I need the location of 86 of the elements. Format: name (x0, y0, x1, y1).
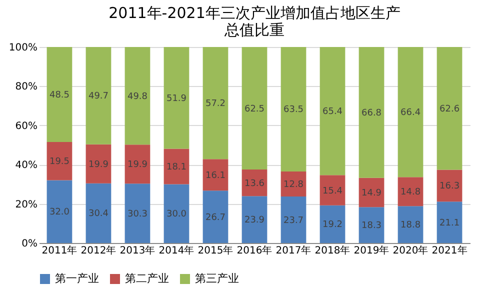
y-tick-label: 100% (8, 42, 38, 54)
bar (164, 184, 190, 243)
bar (86, 47, 112, 144)
data-label: 48.5 (49, 90, 70, 101)
bar (86, 183, 112, 243)
bar (398, 47, 424, 178)
data-label: 32.0 (49, 208, 70, 218)
bar (320, 47, 346, 176)
bar (242, 170, 268, 196)
chart-title: 2011年-2021年三次产业增加值占地区生产总值比重 (108, 4, 400, 39)
x-tick-label: 2021年 (432, 244, 468, 256)
bar (86, 144, 112, 184)
data-label: 15.4 (322, 186, 343, 196)
bar (46, 47, 72, 142)
data-label: 57.2 (205, 99, 226, 110)
data-label: 51.9 (166, 94, 187, 104)
data-label: 18.1 (166, 162, 187, 172)
bar (436, 170, 462, 202)
data-label: 13.6 (244, 178, 265, 189)
data-label: 18.8 (400, 220, 421, 231)
x-tick-label: 2011年 (42, 244, 78, 256)
y-tick-label: 80% (15, 82, 38, 93)
bar (320, 175, 346, 206)
y-tick-label: 0% (22, 238, 38, 250)
bar (124, 184, 150, 243)
data-label: 19.9 (88, 160, 109, 170)
data-label: 14.9 (361, 188, 382, 199)
data-label: 63.5 (283, 105, 304, 116)
bar (280, 196, 306, 243)
data-label: 23.9 (244, 216, 265, 226)
data-label: 19.9 (127, 160, 148, 170)
bar (164, 47, 190, 149)
x-tick-label: 2015年 (198, 244, 234, 256)
x-tick-label: 2018年 (314, 244, 350, 256)
data-label: 30.4 (88, 209, 109, 220)
data-label: 26.7 (205, 212, 226, 223)
bar (398, 206, 424, 243)
x-tick-label: 2014年 (158, 244, 194, 256)
bar (202, 47, 228, 160)
data-label: 62.5 (244, 104, 265, 114)
data-label: 30.0 (166, 210, 187, 220)
data-label: 62.6 (440, 104, 460, 114)
y-tick-label: 20% (15, 199, 38, 210)
x-tick-label: 2013年 (120, 244, 156, 256)
x-tick-label: 2020年 (392, 244, 428, 256)
bar (358, 207, 384, 243)
x-tick-label: 2012年 (80, 244, 116, 256)
y-tick-label: 40% (15, 160, 38, 172)
bar (124, 47, 150, 145)
legend-label: 第一产业 (55, 272, 99, 285)
data-label: 49.7 (88, 92, 109, 102)
data-label: 21.1 (440, 218, 460, 228)
data-label: 66.8 (361, 108, 382, 118)
x-tick-label: 2019年 (354, 244, 390, 256)
data-label: 18.3 (361, 221, 382, 232)
bar (436, 202, 462, 243)
legend-label: 第二产业 (125, 272, 169, 285)
bar (46, 142, 72, 180)
data-label: 14.8 (400, 188, 421, 198)
data-label: 65.4 (322, 107, 343, 118)
bar (46, 180, 72, 243)
data-label: 23.7 (283, 216, 304, 226)
x-tick-label: 2017年 (276, 244, 312, 256)
bar (398, 177, 424, 206)
data-label: 16.1 (205, 170, 226, 181)
legend-label: 第三产业 (195, 272, 239, 285)
data-label: 19.2 (322, 220, 343, 230)
y-tick-label: 60% (15, 120, 38, 132)
bar (202, 190, 228, 243)
data-label: 19.5 (49, 157, 70, 168)
bar (202, 159, 228, 191)
data-label: 16.3 (440, 182, 460, 192)
bar (358, 178, 384, 208)
bar (280, 47, 306, 172)
x-tick-label: 2016年 (236, 244, 272, 256)
data-label: 30.3 (127, 209, 148, 220)
data-label: 12.8 (283, 180, 304, 190)
bar (164, 148, 190, 184)
bar (358, 47, 384, 178)
bar (242, 196, 268, 243)
bar (320, 205, 346, 243)
bar (124, 144, 150, 184)
bar (242, 47, 268, 170)
bar (436, 47, 462, 170)
data-label: 49.8 (127, 92, 148, 102)
data-label: 66.4 (400, 108, 421, 118)
